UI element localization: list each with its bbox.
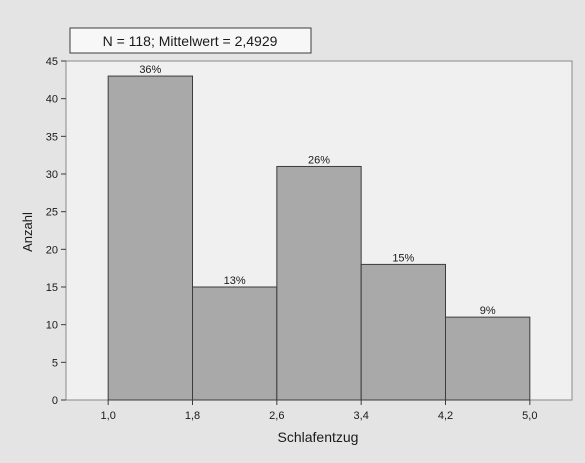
- bar-data-label: 13%: [224, 275, 246, 287]
- histogram-bar: [192, 286, 278, 401]
- y-tick-label: 45: [46, 56, 58, 68]
- bar-data-label: 26%: [308, 154, 330, 166]
- chart-title: N = 118; Mittelwert = 2,4929: [103, 33, 278, 49]
- y-tick-label: 35: [46, 131, 58, 143]
- histogram-bar: [276, 165, 362, 401]
- x-tick-label: 4,2: [438, 410, 453, 422]
- bars-group: [107, 75, 531, 401]
- bar-data-label: 9%: [480, 305, 496, 317]
- bar-data-label: 36%: [139, 64, 161, 76]
- title-box: [69, 27, 312, 54]
- y-tick-label: 10: [46, 320, 58, 332]
- histogram-bar: [107, 75, 193, 401]
- x-tick-label: 3,4: [354, 410, 369, 422]
- x-tick-label: 1,0: [101, 410, 116, 422]
- x-tick-label: 2,6: [269, 410, 284, 422]
- bar-data-label: 15%: [392, 252, 414, 264]
- histogram-bar: [360, 263, 446, 401]
- data-labels-group: 36% 13% 26% 15% 9%: [139, 64, 496, 317]
- y-axis-title: Anzahl: [20, 212, 35, 252]
- y-tick-label: 15: [46, 282, 58, 294]
- x-tick-label: 5,0: [522, 410, 537, 422]
- y-tick-label: 0: [52, 395, 58, 407]
- x-tick-label: 1,8: [185, 410, 200, 422]
- histogram-bar: [445, 316, 531, 401]
- y-tick-label: 40: [46, 94, 58, 106]
- y-tick-label: 30: [46, 169, 58, 181]
- x-axis-title: Schlafentzug: [278, 429, 359, 445]
- y-tick-label: 5: [52, 357, 58, 369]
- x-axis: 1,0 1,8 2,6 3,4 4,2 5,0: [101, 400, 537, 422]
- y-tick-label: 20: [46, 244, 58, 256]
- y-axis: 0 5 10 15 20 25 30 35 40 45: [46, 56, 66, 407]
- y-tick-label: 25: [46, 207, 58, 219]
